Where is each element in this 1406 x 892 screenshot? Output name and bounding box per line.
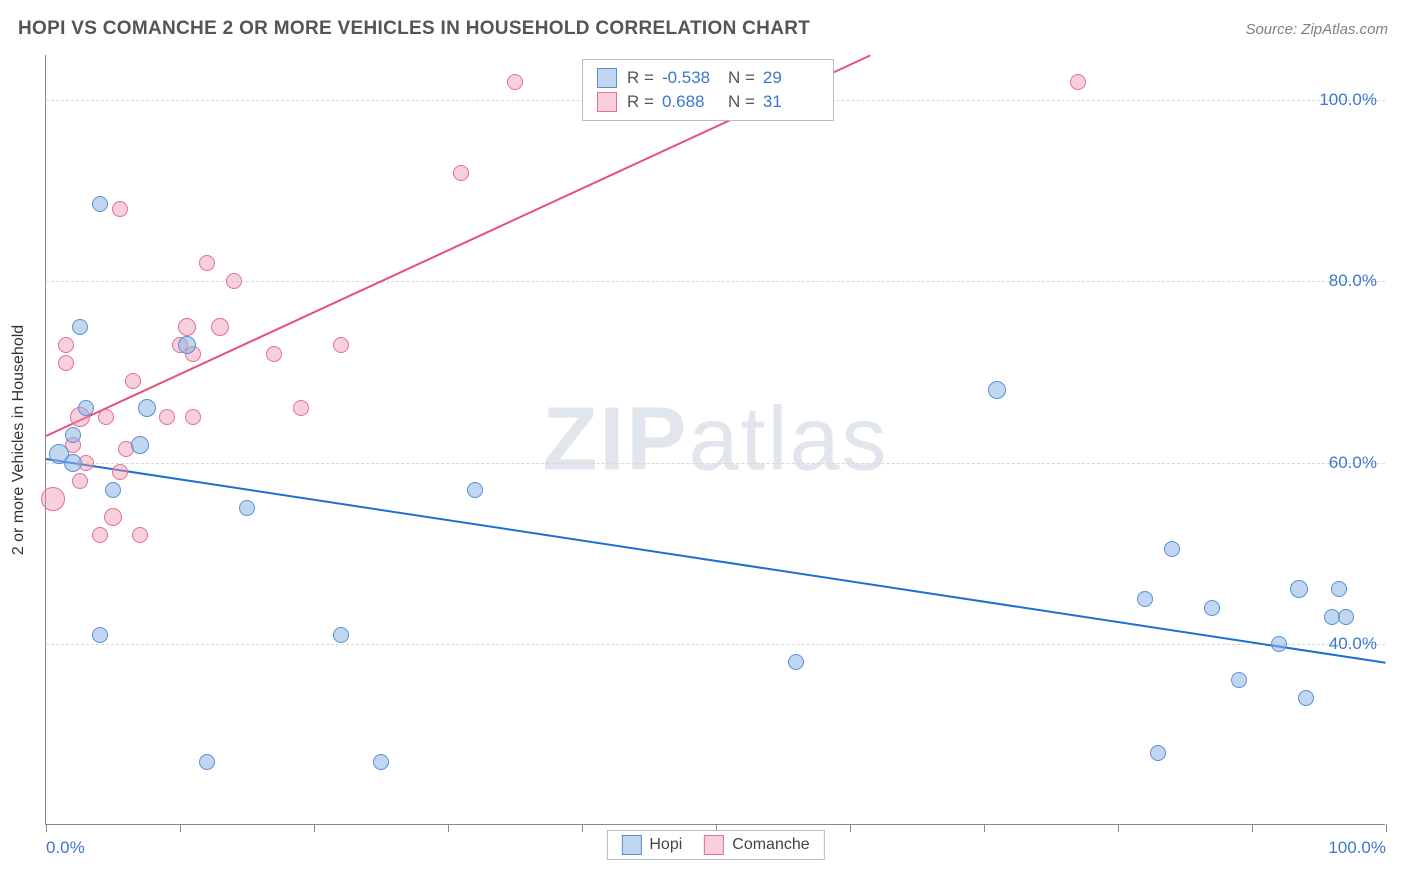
data-point-hopi	[1150, 745, 1166, 761]
data-point-hopi	[1204, 600, 1220, 616]
data-point-comanche	[453, 165, 469, 181]
data-point-hopi	[138, 399, 156, 417]
x-tick	[314, 824, 315, 832]
gridline	[46, 463, 1385, 464]
stat-n-value: 29	[763, 68, 819, 88]
legend-swatch	[597, 68, 617, 88]
data-point-comanche	[199, 255, 215, 271]
watermark: ZIPatlas	[542, 388, 888, 491]
chart-title: HOPI VS COMANCHE 2 OR MORE VEHICLES IN H…	[18, 18, 810, 40]
gridline	[46, 281, 1385, 282]
legend-swatch	[597, 92, 617, 112]
data-point-hopi	[1137, 591, 1153, 607]
legend-item-comanche: Comanche	[704, 835, 809, 855]
data-point-hopi	[92, 196, 108, 212]
data-point-comanche	[1070, 74, 1086, 90]
x-tick	[850, 824, 851, 832]
data-point-hopi	[239, 500, 255, 516]
data-point-hopi	[1290, 580, 1308, 598]
data-point-hopi	[78, 400, 94, 416]
data-point-comanche	[293, 400, 309, 416]
data-point-comanche	[112, 464, 128, 480]
legend-swatch	[621, 835, 641, 855]
stat-n-label: N =	[728, 68, 755, 88]
data-point-comanche	[92, 527, 108, 543]
x-tick	[46, 824, 47, 832]
y-tick-label: 100.0%	[1319, 90, 1377, 110]
x-tick	[180, 824, 181, 832]
x-tick-label: 100.0%	[1328, 838, 1386, 858]
y-tick-label: 40.0%	[1329, 634, 1377, 654]
data-point-comanche	[159, 409, 175, 425]
data-point-comanche	[41, 487, 65, 511]
data-point-hopi	[1338, 609, 1354, 625]
data-point-hopi	[64, 454, 82, 472]
legend-label: Hopi	[649, 836, 682, 854]
data-point-hopi	[1164, 541, 1180, 557]
data-point-hopi	[1331, 581, 1347, 597]
data-point-comanche	[226, 273, 242, 289]
stat-n-label: N =	[728, 92, 755, 112]
stat-r-label: R =	[627, 68, 654, 88]
data-point-comanche	[132, 527, 148, 543]
source-attribution: Source: ZipAtlas.com	[1245, 21, 1388, 38]
data-point-hopi	[178, 336, 196, 354]
x-tick	[1386, 824, 1387, 832]
x-tick	[582, 824, 583, 832]
data-point-comanche	[58, 355, 74, 371]
data-point-hopi	[65, 427, 81, 443]
series-legend: Hopi Comanche	[606, 830, 824, 860]
data-point-hopi	[1271, 636, 1287, 652]
trendline-hopi	[46, 458, 1386, 664]
data-point-hopi	[333, 627, 349, 643]
data-point-comanche	[333, 337, 349, 353]
y-tick-label: 80.0%	[1329, 271, 1377, 291]
data-point-comanche	[178, 318, 196, 336]
data-point-hopi	[105, 482, 121, 498]
legend-swatch	[704, 835, 724, 855]
legend-item-hopi: Hopi	[621, 835, 682, 855]
stat-r-label: R =	[627, 92, 654, 112]
data-point-comanche	[507, 74, 523, 90]
data-point-hopi	[373, 754, 389, 770]
gridline	[46, 644, 1385, 645]
data-point-comanche	[211, 318, 229, 336]
data-point-comanche	[58, 337, 74, 353]
legend-label: Comanche	[732, 836, 809, 854]
data-point-hopi	[1298, 690, 1314, 706]
x-tick	[448, 824, 449, 832]
data-point-hopi	[788, 654, 804, 670]
x-tick-label: 0.0%	[46, 838, 85, 858]
data-point-comanche	[104, 508, 122, 526]
scatter-plot-area: ZIPatlas 40.0%60.0%80.0%100.0%0.0%100.0%…	[45, 55, 1385, 825]
data-point-comanche	[112, 201, 128, 217]
stat-n-value: 31	[763, 92, 819, 112]
data-point-comanche	[125, 373, 141, 389]
stat-r-value: 0.688	[662, 92, 718, 112]
data-point-hopi	[1231, 672, 1247, 688]
data-point-hopi	[92, 627, 108, 643]
data-point-comanche	[98, 409, 114, 425]
y-tick-label: 60.0%	[1329, 453, 1377, 473]
data-point-hopi	[199, 754, 215, 770]
legend-row-comanche: R = 0.688 N = 31	[597, 90, 819, 114]
data-point-comanche	[185, 409, 201, 425]
data-point-comanche	[72, 473, 88, 489]
stat-r-value: -0.538	[662, 68, 718, 88]
data-point-hopi	[131, 436, 149, 454]
data-point-hopi	[467, 482, 483, 498]
x-tick	[1252, 824, 1253, 832]
y-axis-label: 2 or more Vehicles in Household	[10, 325, 28, 555]
data-point-comanche	[266, 346, 282, 362]
data-point-hopi	[988, 381, 1006, 399]
x-tick	[984, 824, 985, 832]
correlation-stats-legend: R = -0.538 N = 29 R = 0.688 N = 31	[582, 59, 834, 121]
x-tick	[1118, 824, 1119, 832]
data-point-hopi	[72, 319, 88, 335]
legend-row-hopi: R = -0.538 N = 29	[597, 66, 819, 90]
